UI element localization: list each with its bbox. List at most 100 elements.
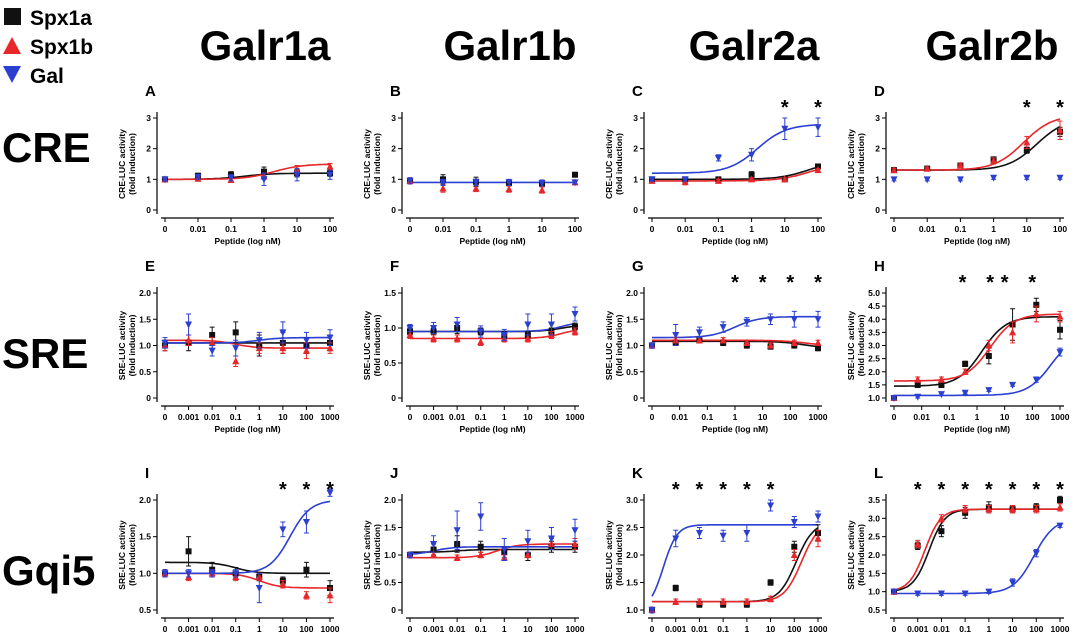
y-axis-label-line2: (fold induction)	[614, 133, 624, 195]
panel-letter: E	[145, 258, 155, 275]
y-axis-label-line2: (fold induction)	[856, 524, 866, 586]
panel-f: F 0 0.5 1.0 1.5 SRE-LUC activity (fold inducti…	[362, 258, 585, 434]
data-point-gal	[524, 538, 532, 546]
significance-star: *	[814, 97, 822, 119]
x-tick-label: 100	[299, 412, 313, 422]
data-point-gal	[961, 389, 969, 397]
x-tick-label: 0.1	[959, 624, 971, 632]
y-tick-label: 3	[146, 113, 151, 123]
panel-i: I 0.5 1.0 1.5 2.0 SRE-LUC activity (fold induc…	[117, 465, 340, 632]
x-tick-label: 0.1	[225, 224, 237, 234]
fit-curve-spx1a	[165, 561, 330, 575]
y-tick-label: 1.5	[139, 314, 151, 324]
data-point-spx1b	[326, 344, 334, 352]
x-tick-label: 1	[744, 624, 749, 632]
x-tick-label: 1	[991, 224, 996, 234]
data-point-spx1a	[962, 360, 969, 367]
fit-curve-gal	[652, 315, 819, 339]
data-point-gal	[914, 590, 922, 598]
data-point-gal	[743, 318, 751, 326]
significance-star: *	[1032, 479, 1040, 501]
data-point-gal	[208, 570, 216, 578]
x-axis-label: Peptide (log nM)	[944, 236, 1010, 246]
x-tick-label: 0.01	[691, 624, 708, 632]
data-point-gal	[695, 530, 703, 537]
fit-curve-gal	[165, 500, 331, 575]
x-axis-label: Peptide (log nM)	[944, 424, 1010, 434]
y-tick-label: 0	[391, 393, 396, 403]
y-tick-label: 2.0	[384, 495, 396, 505]
y-tick-label: 1.0	[139, 568, 151, 578]
x-tick-label: 100	[787, 624, 801, 632]
data-point-spx1b	[790, 338, 798, 346]
data-point-gal	[279, 526, 287, 534]
panel-h: H 1.0 1.5 2.0 2.5 3.0 3.5 4.0 4.5 5.0 SRE-LUC acti…	[846, 258, 1070, 434]
data-point-spx1b	[961, 367, 969, 375]
y-axis-label-line1: SRE-LUC activity	[846, 520, 856, 590]
data-point-spx1a	[914, 381, 921, 388]
data-point-gal	[937, 590, 945, 598]
y-axis-label-line1: CRE-LUC activity	[362, 129, 372, 199]
fit-curve-spx1b	[893, 508, 1060, 591]
y-axis-label-line2: (fold induction)	[856, 133, 866, 195]
x-tick-label: 10	[1000, 412, 1010, 422]
y-axis-title: SRE-LUC activity (fold induction)	[362, 311, 382, 381]
fit-curve-gal	[894, 523, 1061, 595]
x-tick-label: 1	[507, 224, 512, 234]
y-axis-title: SRE-LUC activity (fold induction)	[604, 311, 624, 381]
data-point-gal	[1032, 376, 1040, 384]
panel-letter: B	[390, 83, 401, 100]
y-axis-title: SRE-LUC activity (fold induction)	[846, 520, 866, 590]
data-point-gal	[814, 316, 822, 324]
data-point-spx1b	[1056, 503, 1064, 511]
y-tick-label: 0	[391, 205, 396, 215]
x-tick-label: 10	[1022, 224, 1032, 234]
x-tick-label: 0.01	[449, 412, 466, 422]
y-tick-label: 0	[146, 393, 151, 403]
x-tick-label: 0.1	[943, 412, 955, 422]
y-tick-label: 1	[875, 174, 880, 184]
legend-triangle-up-marker	[3, 37, 21, 54]
data-point-spx1a	[1033, 301, 1040, 308]
y-tick-label: 1.5	[868, 380, 880, 390]
data-point-gal	[406, 325, 414, 332]
data-point-gal	[781, 125, 789, 133]
panel-letter: I	[145, 465, 149, 482]
data-point-spx1a	[232, 329, 239, 336]
data-point-gal	[890, 588, 898, 596]
x-tick-label: 0	[408, 412, 413, 422]
y-axis-title: SRE-LUC activity (fold induction)	[604, 520, 624, 590]
significance-star: *	[959, 272, 967, 294]
y-tick-label: 2.0	[868, 550, 880, 560]
y-tick-label: 3	[875, 113, 880, 123]
data-point-gal	[194, 173, 202, 181]
panel-d: D 0 1 2 3 CRE-LUC activity (fold induction) 0 0.…	[846, 83, 1067, 246]
significance-star: *	[1009, 479, 1017, 501]
panel-j: J 0 0.5 1.0 1.5 2.0 SRE-LUC activity (fold indu…	[362, 465, 585, 632]
significance-star: *	[326, 479, 334, 501]
data-point-spx1b	[538, 186, 546, 194]
data-point-spx1b	[326, 162, 334, 170]
data-point-gal	[500, 332, 508, 339]
data-point-gal	[748, 151, 756, 159]
data-point-gal	[161, 570, 169, 578]
data-point-spx1b	[961, 505, 969, 513]
data-point-spx1b	[477, 338, 485, 345]
y-tick-label: 1.0	[626, 605, 638, 615]
x-tick-label: 100	[1053, 224, 1067, 234]
data-point-spx1b	[767, 341, 775, 349]
x-tick-label: 0.01	[671, 412, 688, 422]
panel-l: L 0.5 1.0 1.5 2.0 2.5 3.0 3.5 SRE-LUC activity (f…	[846, 465, 1070, 632]
y-tick-label: 3	[391, 113, 396, 123]
significance-star: *	[1056, 97, 1064, 119]
y-tick-label: 2.5	[868, 354, 880, 364]
data-point-spx1b	[302, 591, 310, 599]
y-tick-label: 0	[633, 205, 638, 215]
data-point-gal	[1056, 349, 1064, 357]
significance-star: *	[914, 479, 922, 501]
data-point-gal	[571, 179, 579, 187]
y-axis-label-line2: (fold induction)	[372, 314, 382, 376]
data-point-gal	[1056, 522, 1064, 530]
data-point-gal	[208, 347, 216, 355]
data-point-spx1a	[672, 585, 679, 591]
